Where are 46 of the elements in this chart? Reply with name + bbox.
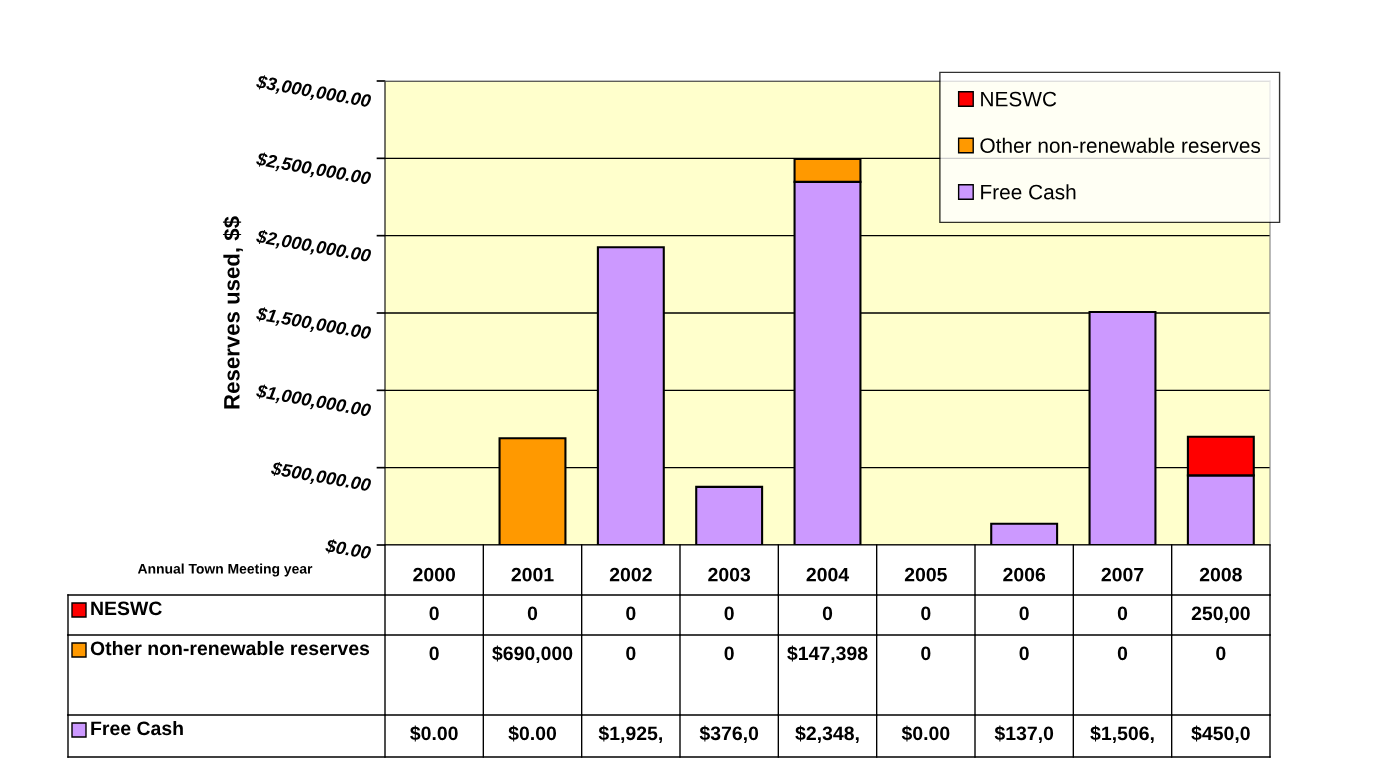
text: $1,506, <box>1090 725 1154 744</box>
x-tick-label: 2008 <box>1199 567 1242 582</box>
text: 0 <box>1019 606 1029 621</box>
x-tick-label: 2006 <box>1003 567 1046 582</box>
text: 0 <box>1117 646 1128 661</box>
text: 0 <box>1019 646 1029 661</box>
text: 0 <box>724 606 734 621</box>
y-tick-label: $0.00 <box>324 538 372 561</box>
text: Free Cash <box>91 720 183 736</box>
x-tick-label: 2004 <box>806 567 850 582</box>
legend-label: Other non-renewable reserves <box>980 137 1261 153</box>
x-tick-label: 2005 <box>904 567 947 582</box>
text: Other non-renewable reserves <box>90 640 370 656</box>
y-axis-title: Reserves used, $$ <box>222 216 243 409</box>
text: 250,00 <box>1191 606 1250 624</box>
x-tick-label: 2003 <box>708 567 751 582</box>
text: $137,0 <box>994 725 1054 744</box>
text: 0 <box>724 646 734 661</box>
text: 0 <box>921 646 931 661</box>
text: 0 <box>822 606 833 621</box>
x-tick-label: 2002 <box>609 567 652 582</box>
text: 0 <box>1216 646 1226 661</box>
text: 0 <box>527 606 538 621</box>
legend-label: Free Cash <box>981 184 1076 200</box>
legend-label: NESWC <box>981 91 1057 107</box>
text: 0 <box>921 606 931 621</box>
text: NESWC <box>91 601 162 616</box>
text: $147,398 <box>787 645 868 664</box>
text: 0 <box>626 646 636 661</box>
text: $0.00 <box>508 725 557 742</box>
y-tick-label: $500,000.00 <box>270 460 372 495</box>
text: $376,0 <box>699 725 759 744</box>
x-tick-label: 2007 <box>1101 567 1144 582</box>
text: $450,0 <box>1191 725 1250 744</box>
text: $0.00 <box>410 725 458 742</box>
text: 0 <box>429 646 439 661</box>
text: $2,348, <box>795 725 859 744</box>
text: $1,925, <box>598 725 662 744</box>
text: 0 <box>429 606 439 621</box>
text: 0 <box>626 606 636 621</box>
text: 0 <box>1117 606 1128 621</box>
x-axis-title: Annual Town Meeting year <box>137 563 313 577</box>
x-tick-label: 2001 <box>511 567 554 582</box>
text: $690,000 <box>492 645 573 664</box>
x-tick-label: 2000 <box>413 567 455 582</box>
text: $0.00 <box>901 725 950 742</box>
